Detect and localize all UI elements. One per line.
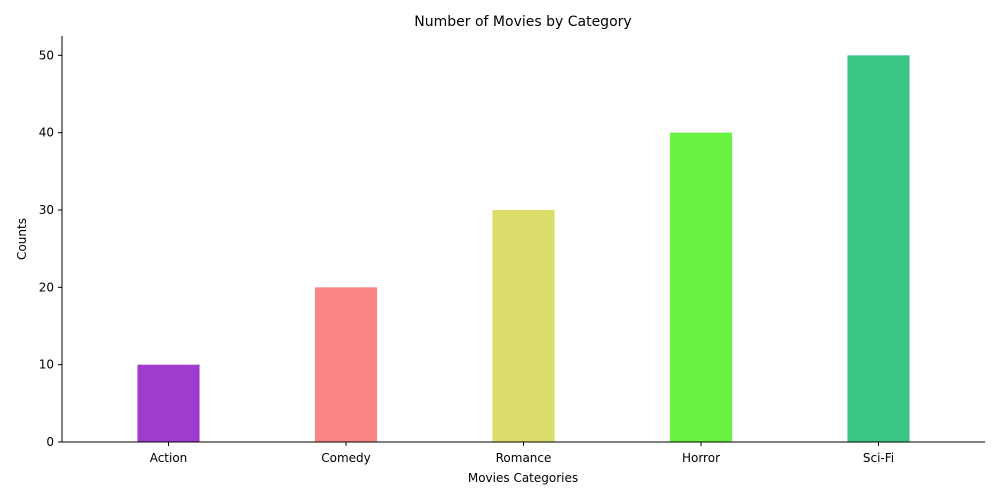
bars-group [137,55,910,442]
y-tick-label: 20 [39,280,54,294]
x-tick-label: Sci-Fi [863,451,894,465]
bar-comedy [314,287,378,442]
bar-action [137,364,200,442]
y-tick-label: 50 [39,48,54,62]
bar-horror [669,132,733,442]
chart-title: Number of Movies by Category [414,14,631,30]
x-axis-label: Movies Categories [468,471,578,485]
y-tick-label: 30 [39,203,54,217]
y-axis-ticks: 0 10 20 30 40 50 [39,48,62,449]
y-tick-label: 0 [46,435,54,449]
x-axis-ticks: Action Comedy Romance Horror Sci-Fi [150,442,894,465]
x-tick-label: Romance [496,451,552,465]
y-tick-label: 10 [39,358,54,372]
bar-sci-fi [847,55,910,442]
x-tick-label: Action [150,451,188,465]
x-tick-label: Comedy [321,451,371,465]
bar-romance [492,210,555,442]
x-tick-label: Horror [682,451,720,465]
y-axis-label: Counts [15,218,29,260]
y-tick-label: 40 [39,126,54,140]
